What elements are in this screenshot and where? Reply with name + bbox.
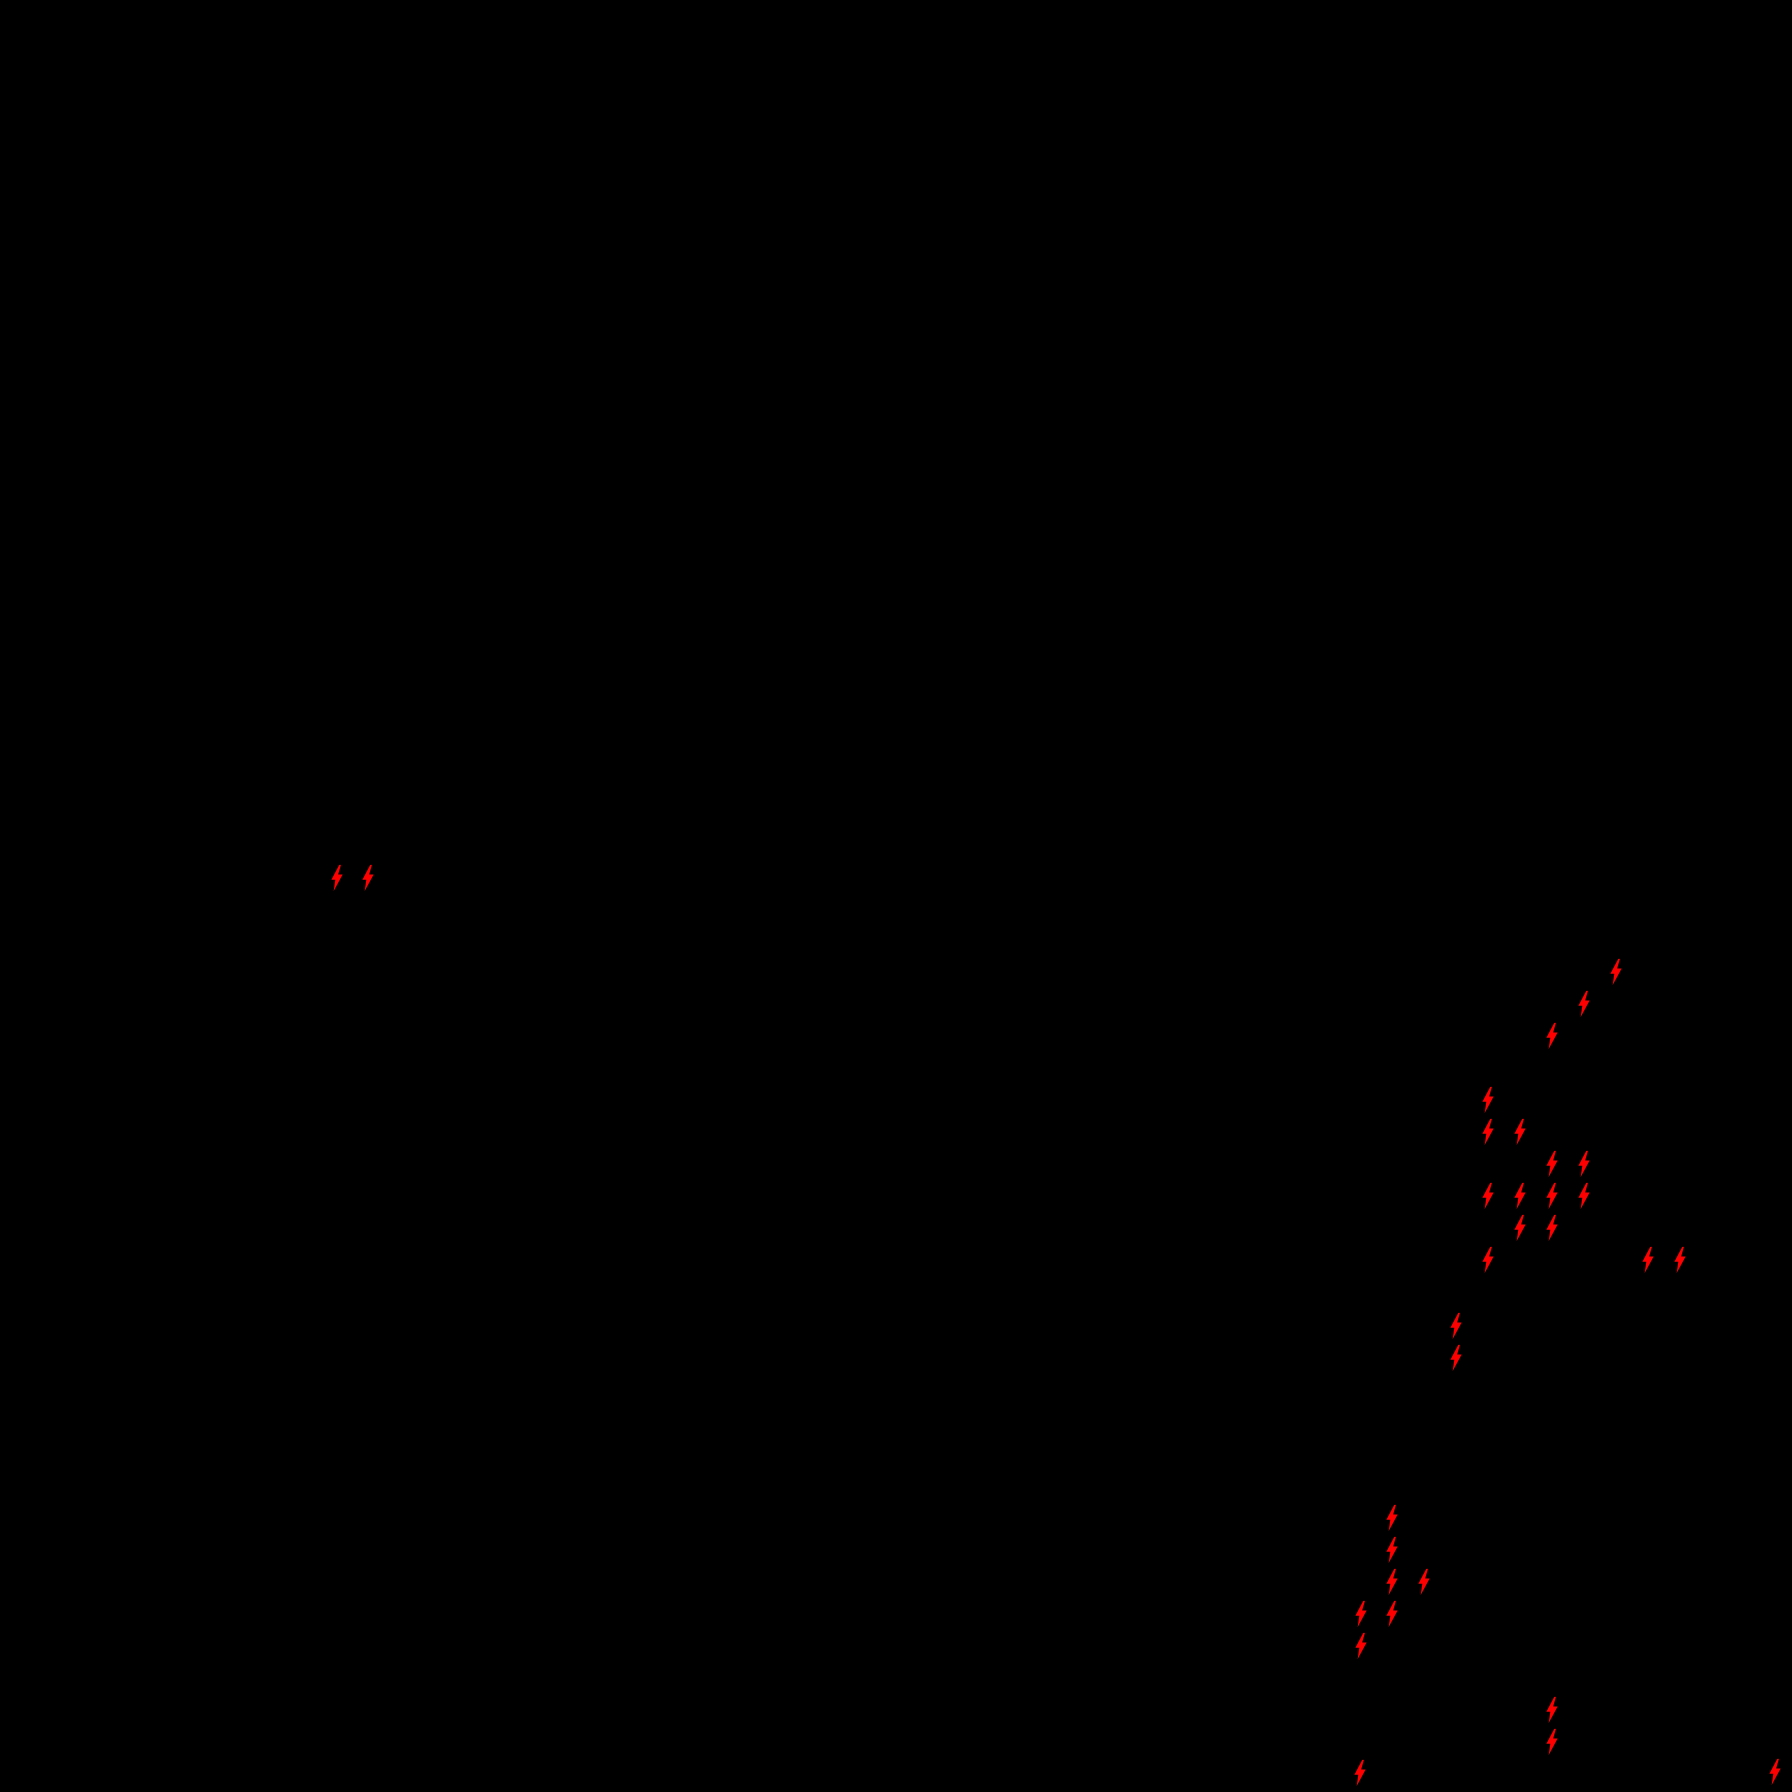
lightning-bolt-icon: [1546, 1022, 1558, 1050]
lightning-bolt-icon: [1354, 1759, 1366, 1787]
lightning-bolt-icon: [1482, 1118, 1494, 1146]
lightning-bolt-icon: [1386, 1536, 1398, 1564]
lightning-bolt-icon: [1482, 1086, 1494, 1114]
lightning-bolt-icon: [362, 864, 374, 892]
lightning-bolt-icon: [1482, 1246, 1494, 1274]
lightning-bolt-icon: [1642, 1246, 1654, 1274]
lightning-bolt-icon: [1514, 1118, 1526, 1146]
lightning-bolt-icon: [1578, 1182, 1590, 1210]
lightning-bolt-icon: [1546, 1214, 1558, 1242]
lightning-bolt-icon: [1546, 1182, 1558, 1210]
lightning-bolt-icon: [1546, 1150, 1558, 1178]
lightning-bolt-icon: [331, 864, 343, 892]
lightning-bolt-icon: [1418, 1568, 1430, 1596]
lightning-bolt-icon: [1450, 1312, 1462, 1340]
lightning-bolt-icon: [1674, 1246, 1686, 1274]
lightning-bolt-icon: [1546, 1728, 1558, 1756]
lightning-bolt-icon: [1578, 1150, 1590, 1178]
lightning-bolt-icon: [1450, 1344, 1462, 1372]
lightning-bolt-icon: [1514, 1182, 1526, 1210]
lightning-bolt-icon: [1355, 1632, 1367, 1660]
lightning-bolt-icon: [1514, 1214, 1526, 1242]
lightning-bolt-icon: [1769, 1758, 1781, 1786]
lightning-bolt-icon: [1386, 1568, 1398, 1596]
lightning-bolt-icon: [1482, 1182, 1494, 1210]
lightning-bolt-icon: [1355, 1600, 1367, 1628]
lightning-bolt-icon: [1546, 1696, 1558, 1724]
lightning-bolt-icon: [1386, 1504, 1398, 1532]
lightning-bolt-icon: [1610, 958, 1622, 986]
lightning-bolt-icon: [1578, 990, 1590, 1018]
lightning-bolt-icon: [1386, 1600, 1398, 1628]
